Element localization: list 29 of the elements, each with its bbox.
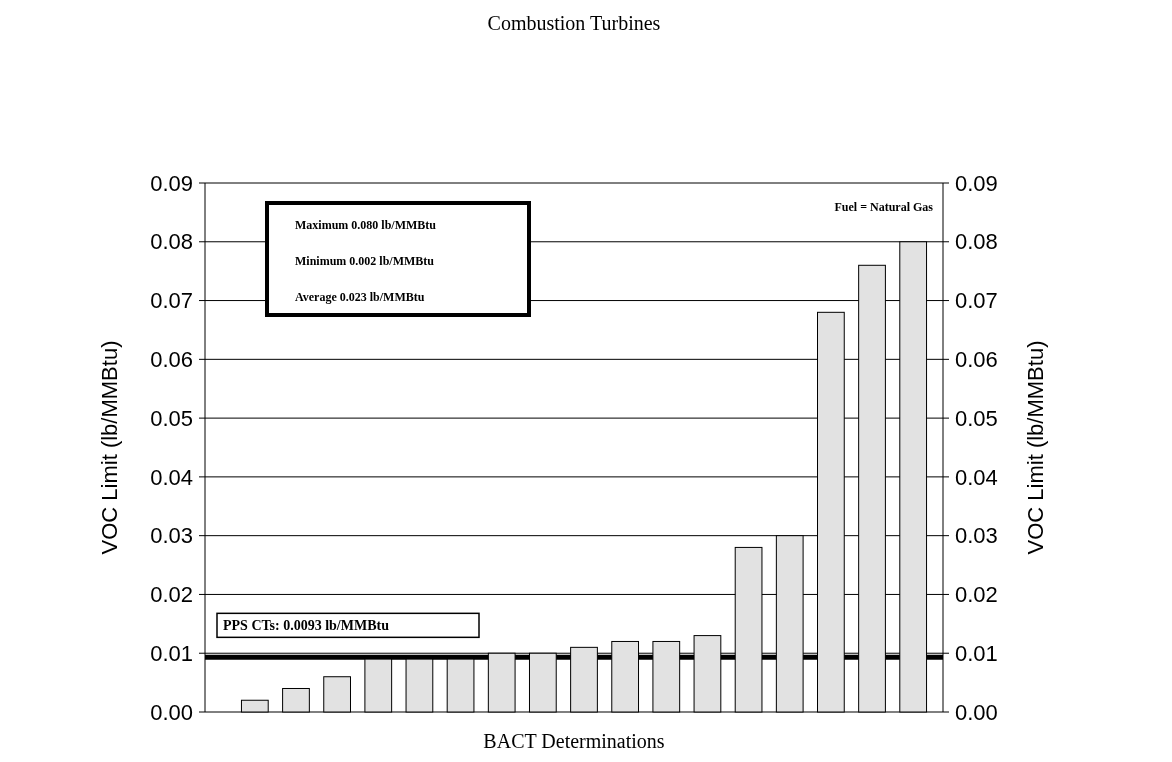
y2-tick-label: 0.04 bbox=[955, 464, 998, 490]
y2-tick-label: 0.05 bbox=[955, 405, 998, 431]
y2-tick-label: 0.00 bbox=[955, 699, 998, 725]
y-tick-label: 0.08 bbox=[150, 229, 193, 255]
annotation: Average 0.023 lb/MMBtu bbox=[295, 290, 425, 304]
y2-axis-title: VOC Limit (lb/MMBtu) bbox=[1023, 340, 1048, 555]
y-tick-label: 0.01 bbox=[150, 640, 193, 666]
y2-tick-label: 0.08 bbox=[955, 229, 998, 255]
ref-line-label: PPS CTs: 0.0093 lb/MMBtu bbox=[223, 618, 390, 634]
y2-tick-label: 0.02 bbox=[955, 582, 998, 608]
y2-tick-label: 0.07 bbox=[955, 288, 998, 314]
y-tick-label: 0.09 bbox=[150, 170, 193, 196]
y2-tick-label: 0.03 bbox=[955, 523, 998, 549]
y-tick-label: 0.05 bbox=[150, 405, 193, 431]
y-tick-label: 0.04 bbox=[150, 464, 193, 490]
y-tick-label: 0.03 bbox=[150, 523, 193, 549]
y-tick-label: 0.02 bbox=[150, 582, 193, 608]
y-tick-label: 0.00 bbox=[150, 699, 193, 725]
y2-tick-label: 0.01 bbox=[955, 640, 998, 666]
y-axis-title: VOC Limit (lb/MMBtu) bbox=[97, 340, 122, 555]
annotation: Fuel = Natural Gas bbox=[834, 200, 934, 214]
y-tick-label: 0.06 bbox=[150, 347, 193, 373]
annotation: Minimum 0.002 lb/MMBtu bbox=[295, 254, 435, 268]
y2-tick-label: 0.06 bbox=[955, 347, 998, 373]
y2-tick-label: 0.09 bbox=[955, 170, 998, 196]
chart-title: Combustion Turbines bbox=[487, 12, 661, 34]
annotation: Maximum 0.080 lb/MMBtu bbox=[295, 218, 437, 232]
y-tick-label: 0.07 bbox=[150, 288, 193, 314]
x-axis-title: BACT Determinations bbox=[483, 730, 665, 752]
